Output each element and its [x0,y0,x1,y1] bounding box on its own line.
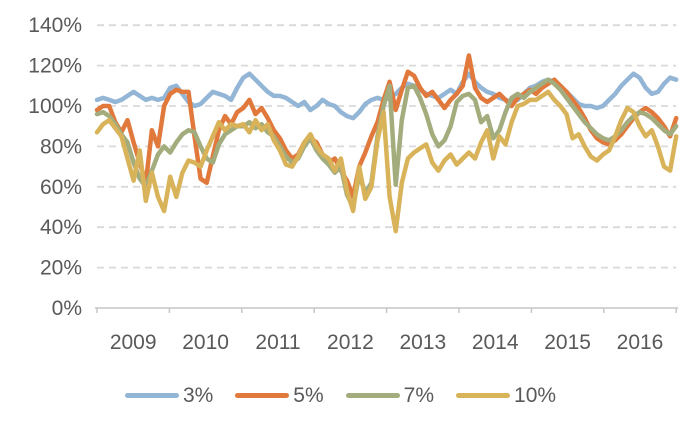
legend-item-5%: 5% [235,384,324,407]
y-tick-label-140%: 140% [28,14,82,37]
x-tick-label-2012: 2012 [327,331,374,354]
legend-item-10%: 10% [456,385,556,406]
series-line-7% [94,77,679,210]
x-tick-label-2016: 2016 [617,331,664,354]
x-tick-label-2013: 2013 [399,331,446,354]
legend-label-10%: 10% [514,384,557,407]
legend-label-5%: 5% [293,384,324,407]
y-tick-label-0%: 0% [52,297,82,320]
legend-item-3%: 3% [124,384,214,407]
y-tick-label-100%: 100% [28,95,82,118]
y-tick-label-80%: 80% [40,135,82,158]
legend-swatch-7% [345,392,400,399]
legend-item-7%: 7% [345,384,435,407]
legend-swatch-3% [124,392,179,399]
x-tick-label-2009: 2009 [110,331,157,354]
x-tick-label-2010: 2010 [182,331,229,354]
y-tick-label-120%: 120% [28,55,82,78]
series-line-10% [94,89,679,234]
legend-label-7%: 7% [403,384,435,407]
x-tick-label-2014: 2014 [472,331,519,354]
y-tick-label-20%: 20% [40,257,82,280]
y-tick-label-60%: 60% [40,176,82,199]
legend-label-3%: 3% [182,384,214,407]
chart-legend: 3% 5% 7% 10% [0,385,681,406]
y-tick-label-40%: 40% [40,216,82,239]
legend-swatch-10% [456,392,511,399]
x-tick-label-2011: 2011 [255,331,300,354]
x-tick-label-2015: 2015 [544,331,591,354]
legend-swatch-5% [235,392,290,399]
